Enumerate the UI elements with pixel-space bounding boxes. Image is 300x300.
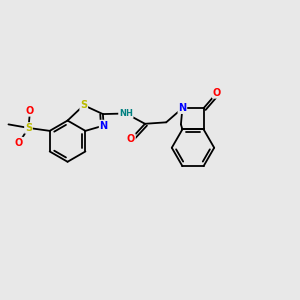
Text: NH: NH bbox=[119, 109, 133, 118]
Text: O: O bbox=[127, 134, 135, 144]
Text: S: S bbox=[25, 123, 32, 133]
Text: N: N bbox=[178, 103, 187, 113]
Text: N: N bbox=[100, 121, 108, 130]
Text: O: O bbox=[213, 88, 221, 98]
Text: O: O bbox=[26, 106, 34, 116]
Text: S: S bbox=[80, 100, 87, 110]
Text: O: O bbox=[15, 138, 23, 148]
